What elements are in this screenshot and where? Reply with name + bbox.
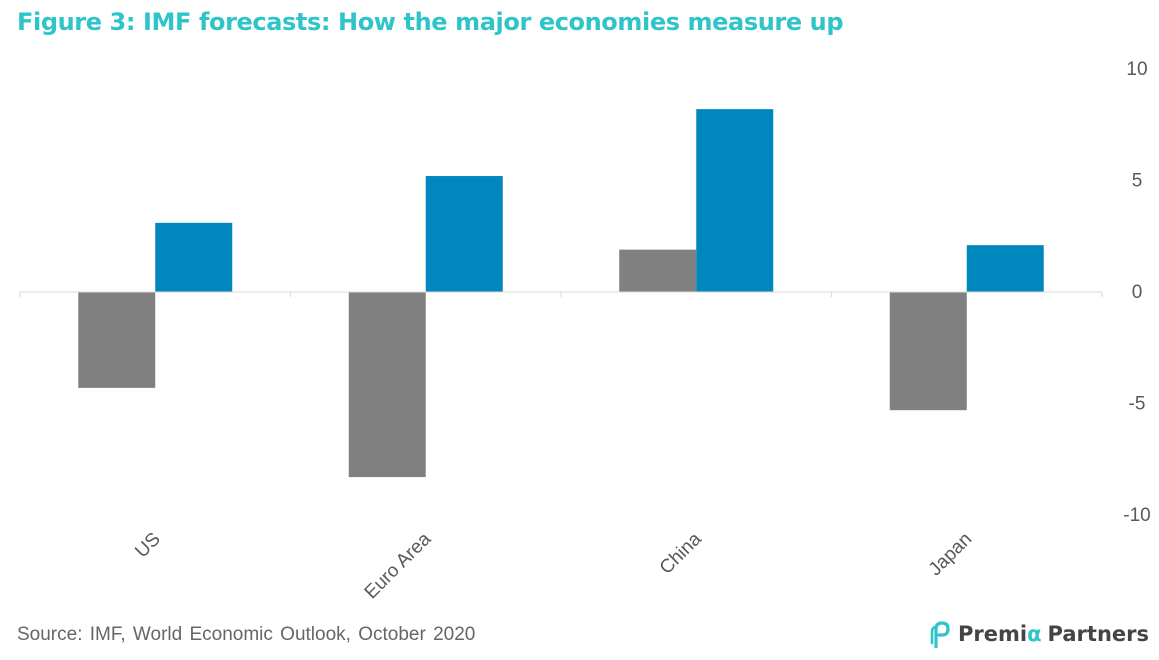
y-tick-label: 0: [1132, 282, 1143, 303]
bar-series-1-japan: [889, 292, 967, 411]
bars-group: [78, 109, 1044, 478]
bar-series-2-euro-area: [425, 176, 503, 292]
logo-text-premi: Premi: [958, 622, 1028, 646]
y-tick-label: 5: [1132, 171, 1143, 192]
logo-text-alpha: α: [1027, 622, 1042, 646]
bar-series-1-us: [78, 292, 156, 388]
bar-series-2-us: [155, 222, 233, 292]
source-note: Source: IMF, World Economic Outlook, Oct…: [17, 624, 476, 645]
bar-series-2-japan: [966, 245, 1044, 292]
y-axis-tick-labels: 10 5 0 -5 -10: [1123, 59, 1150, 526]
x-tick-label: Euro Area: [361, 528, 436, 603]
premia-logo-icon: [930, 621, 950, 648]
chart-title: Figure 3: IMF forecasts: How the major e…: [17, 8, 844, 36]
y-tick-label: -10: [1123, 505, 1150, 526]
bar-series-1-euro-area: [348, 292, 426, 478]
bar-series-1-china: [619, 249, 697, 292]
logo-text-partners: Partners: [1047, 622, 1149, 646]
y-tick-label: -5: [1129, 394, 1146, 415]
x-axis-tick-labels: US Euro Area China Japan: [131, 528, 976, 603]
bar-series-2-china: [696, 109, 774, 292]
x-tick-label: Japan: [925, 529, 976, 580]
x-tick-label: China: [656, 528, 706, 578]
company-logo: Premi α Partners: [928, 620, 1149, 648]
x-axis: [19, 291, 1103, 297]
x-tick-label: US: [131, 529, 165, 563]
y-tick-label: 10: [1126, 59, 1147, 80]
